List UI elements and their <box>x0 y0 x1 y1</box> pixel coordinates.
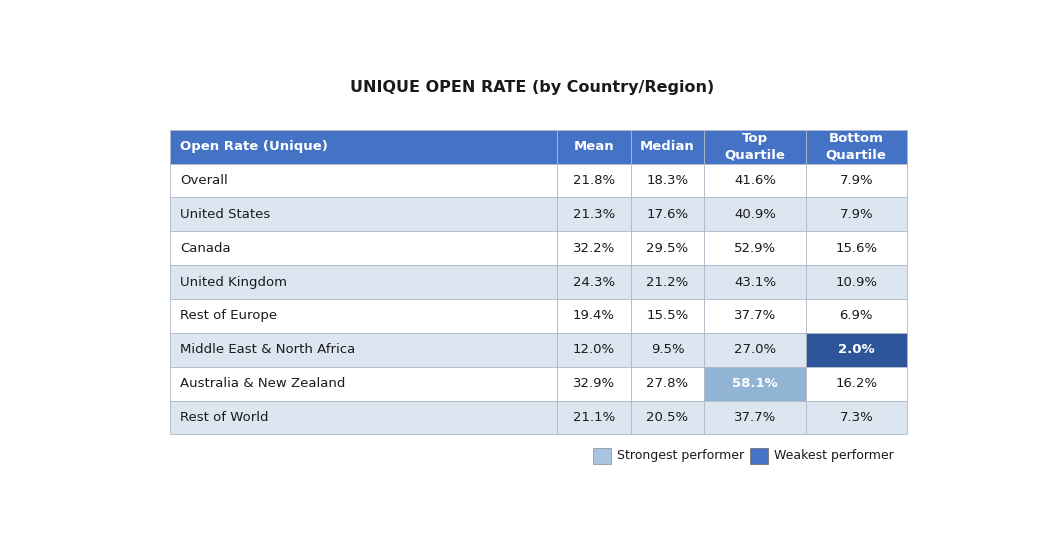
Bar <box>631 164 704 197</box>
Text: 7.9%: 7.9% <box>840 208 873 221</box>
Bar <box>557 130 631 164</box>
Text: Weakest performer: Weakest performer <box>774 449 894 462</box>
Text: 21.3%: 21.3% <box>572 208 615 221</box>
Text: United Kingdom: United Kingdom <box>180 275 287 288</box>
Bar <box>704 333 805 367</box>
Text: 19.4%: 19.4% <box>572 309 615 322</box>
Bar <box>704 130 805 164</box>
Bar <box>557 333 631 367</box>
Bar <box>557 299 631 333</box>
Text: 21.1%: 21.1% <box>572 411 615 424</box>
Bar <box>631 299 704 333</box>
Text: Strongest performer: Strongest performer <box>617 449 744 462</box>
Text: 10.9%: 10.9% <box>835 275 877 288</box>
Bar <box>170 265 557 299</box>
Bar <box>557 265 631 299</box>
Bar <box>170 299 557 333</box>
Text: 21.8%: 21.8% <box>572 174 615 187</box>
Bar <box>631 265 704 299</box>
Text: 17.6%: 17.6% <box>646 208 689 221</box>
Bar <box>805 265 907 299</box>
Bar <box>631 367 704 401</box>
Text: 12.0%: 12.0% <box>572 343 615 356</box>
Bar <box>631 231 704 265</box>
Bar <box>557 231 631 265</box>
Bar <box>805 197 907 231</box>
Text: Mean: Mean <box>574 140 614 153</box>
Bar <box>704 401 805 434</box>
Text: 37.7%: 37.7% <box>734 411 776 424</box>
Text: 43.1%: 43.1% <box>734 275 776 288</box>
Text: 7.3%: 7.3% <box>840 411 873 424</box>
Text: Overall: Overall <box>180 174 228 187</box>
Text: Open Rate (Unique): Open Rate (Unique) <box>180 140 327 153</box>
Text: 21.2%: 21.2% <box>646 275 689 288</box>
Text: Rest of World: Rest of World <box>180 411 268 424</box>
Bar <box>750 448 768 463</box>
Text: 15.6%: 15.6% <box>835 242 877 255</box>
Text: Top
Quartile: Top Quartile <box>724 132 785 161</box>
Text: 15.5%: 15.5% <box>646 309 689 322</box>
Bar <box>170 333 557 367</box>
Text: Canada: Canada <box>180 242 231 255</box>
Text: 29.5%: 29.5% <box>646 242 689 255</box>
Text: 32.2%: 32.2% <box>572 242 615 255</box>
Text: 52.9%: 52.9% <box>734 242 776 255</box>
Text: Australia & New Zealand: Australia & New Zealand <box>180 377 345 390</box>
Text: Rest of Europe: Rest of Europe <box>180 309 277 322</box>
Text: 2.0%: 2.0% <box>837 343 875 356</box>
Bar <box>557 367 631 401</box>
Bar <box>704 367 805 401</box>
Text: 40.9%: 40.9% <box>734 208 776 221</box>
Text: 20.5%: 20.5% <box>646 411 689 424</box>
Bar <box>805 231 907 265</box>
Bar <box>170 130 557 164</box>
Bar <box>631 333 704 367</box>
Text: 27.8%: 27.8% <box>646 377 689 390</box>
Text: 16.2%: 16.2% <box>835 377 877 390</box>
Bar <box>704 164 805 197</box>
Bar <box>631 130 704 164</box>
Bar <box>593 448 611 463</box>
Text: 9.5%: 9.5% <box>650 343 685 356</box>
Bar <box>805 367 907 401</box>
Bar <box>557 401 631 434</box>
Bar <box>557 197 631 231</box>
Text: 58.1%: 58.1% <box>732 377 778 390</box>
Bar <box>170 401 557 434</box>
Bar <box>170 231 557 265</box>
Bar <box>557 164 631 197</box>
Text: 27.0%: 27.0% <box>734 343 776 356</box>
Text: 24.3%: 24.3% <box>572 275 615 288</box>
Bar <box>704 197 805 231</box>
Text: Middle East & North Africa: Middle East & North Africa <box>180 343 355 356</box>
Bar <box>631 197 704 231</box>
Text: 7.9%: 7.9% <box>840 174 873 187</box>
Text: 41.6%: 41.6% <box>734 174 776 187</box>
Text: Bottom
Quartile: Bottom Quartile <box>826 132 886 161</box>
Bar <box>631 401 704 434</box>
Bar <box>170 164 557 197</box>
Bar <box>805 401 907 434</box>
Bar <box>170 367 557 401</box>
Bar <box>805 164 907 197</box>
Text: Median: Median <box>640 140 695 153</box>
Bar <box>805 299 907 333</box>
Text: United States: United States <box>180 208 270 221</box>
Bar <box>805 333 907 367</box>
Bar <box>704 299 805 333</box>
Bar <box>704 231 805 265</box>
Bar <box>704 265 805 299</box>
Text: 18.3%: 18.3% <box>646 174 689 187</box>
Text: 37.7%: 37.7% <box>734 309 776 322</box>
Text: 6.9%: 6.9% <box>840 309 873 322</box>
Bar <box>805 130 907 164</box>
Text: UNIQUE OPEN RATE (by Country/Region): UNIQUE OPEN RATE (by Country/Region) <box>350 81 715 95</box>
Text: 32.9%: 32.9% <box>572 377 615 390</box>
Bar <box>170 197 557 231</box>
